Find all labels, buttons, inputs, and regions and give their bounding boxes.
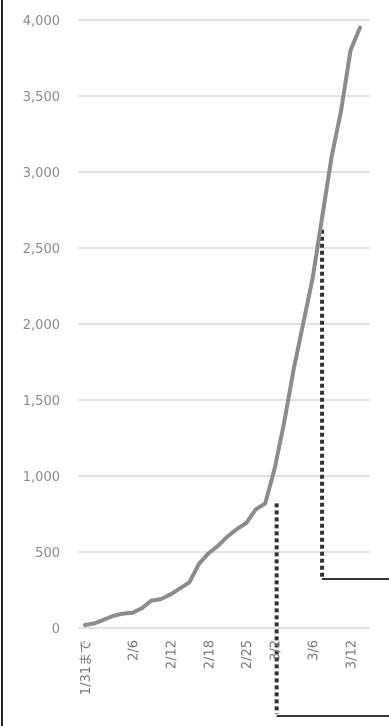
x-tick-label: 2/6 (126, 640, 141, 661)
y-tick-label: 3,500 (23, 90, 60, 105)
series-layer (83, 25, 362, 627)
y-tick-label: 500 (35, 546, 60, 561)
x-tick-label: 2/25 (240, 640, 255, 669)
series-line (83, 25, 362, 627)
x-tick-label: 3/12 (345, 640, 360, 669)
y-tick-label: 2,500 (23, 242, 60, 257)
x-axis-tick-labels: 1/31まで 2/6 2/12 2/18 2/25 3/2 3/6 3/12 (79, 640, 360, 695)
y-tick-label: 1,000 (23, 470, 60, 485)
y-tick-label: 4,000 (23, 14, 60, 29)
x-tick-label: 2/12 (164, 640, 179, 669)
x-tick-label: 1/31まで (79, 640, 94, 695)
y-tick-label: 3,000 (23, 166, 60, 181)
y-tick-label: 1,500 (23, 394, 60, 409)
gridlines (78, 19, 370, 629)
x-tick-label: 2/18 (202, 640, 217, 669)
annotation-markers (274, 229, 389, 717)
y-tick-label: 0 (52, 622, 60, 637)
x-tick-label: 3/2 (269, 640, 284, 661)
x-tick-label: 3/6 (307, 640, 322, 661)
y-tick-label: 2,000 (23, 318, 60, 333)
y-axis-tick-labels: 0 500 1,000 1,500 2,000 2,500 3,000 3,500 4,000 (23, 14, 60, 637)
